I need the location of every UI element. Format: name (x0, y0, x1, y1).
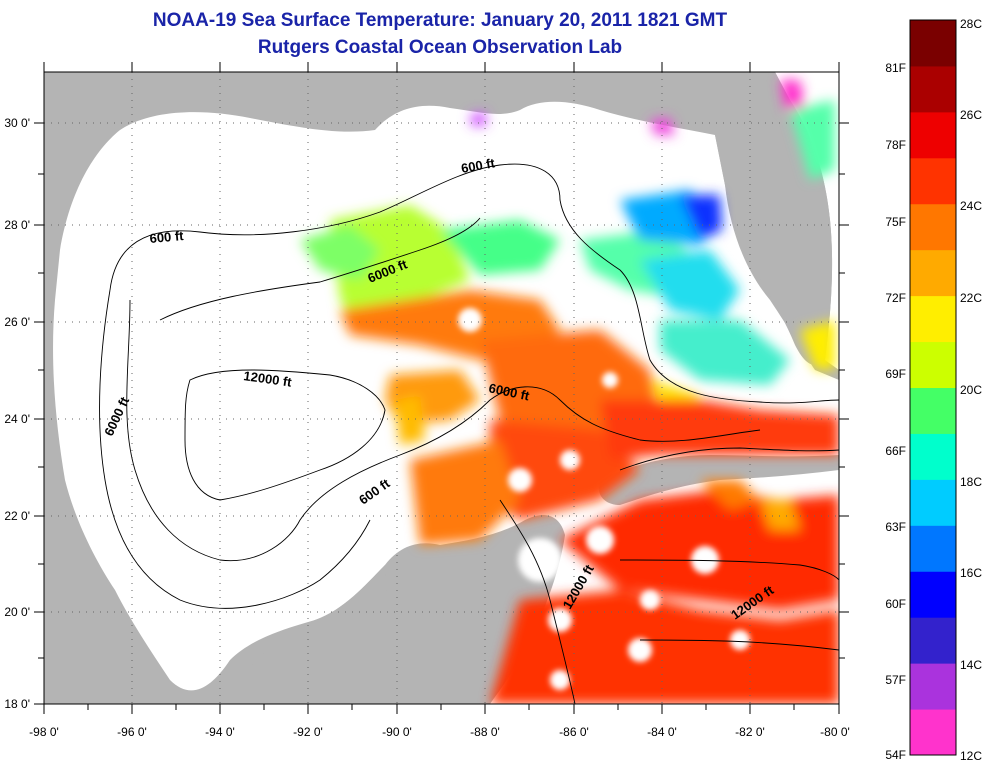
cloud-gaps (458, 308, 750, 690)
colorbar-c-label: 14C (960, 658, 982, 672)
colorbar-c-label: 18C (960, 475, 982, 489)
x-tick-label: -96 0' (117, 725, 147, 739)
colorbar-f-label: 72F (885, 291, 906, 305)
colorbar-f-label: 57F (885, 673, 906, 687)
contour-label: 600 ft (460, 155, 497, 176)
contour-caribbean (619, 559, 839, 581)
colorbar-f-label: 75F (885, 215, 906, 229)
colorbar-segment (910, 663, 956, 710)
colorbar-f-label: 60F (885, 597, 906, 611)
map-title-line1: NOAA-19 Sea Surface Temperature: January… (152, 10, 728, 31)
colorbar-segment (910, 295, 956, 343)
colorbar: 28C 26C 24C 22C 20C 18C 16C 14C 12C 81F … (885, 17, 982, 763)
contour-6000ft (126, 299, 761, 562)
colorbar-f-label: 78F (885, 138, 906, 152)
colorbar-segment (910, 525, 956, 572)
x-tick-label: -98 0' (29, 725, 59, 739)
colorbar-segment (910, 157, 956, 205)
colorbar-segment (910, 479, 956, 526)
mexico-land-sw (220, 565, 387, 704)
contour-12000ft (184, 369, 386, 501)
contour-yucatan (499, 499, 576, 704)
map-title-line2: Rutgers Coastal Ocean Observation Lab (257, 37, 623, 58)
x-tick-label: -90 0' (382, 725, 412, 739)
x-axis-labels: -98 0' -96 0' -94 0' -92 0' -90 0' -88 0… (29, 725, 850, 739)
colorbar-f-label: 63F (885, 520, 906, 534)
x-tick-label: -84 0' (647, 725, 677, 739)
colorbar-segment (910, 65, 956, 113)
colorbar-segment (910, 203, 956, 251)
colorbar-frame (909, 19, 957, 756)
x-tick-label: -82 0' (735, 725, 765, 739)
colorbar-c-label: 22C (960, 291, 982, 305)
colorbar-fahrenheit-labels: 81F 78F 75F 72F 69F 66F 63F 60F 57F 54F (885, 61, 906, 762)
bathymetry-contours (99, 163, 839, 704)
contour-cuba (619, 447, 839, 471)
axis-ticks (34, 62, 849, 714)
x-tick-label: -92 0' (293, 725, 323, 739)
x-tick-label: -94 0' (205, 725, 235, 739)
colorbar-gradient (910, 20, 956, 756)
contour-caribbean-2 (639, 639, 839, 651)
y-axis-labels: 30 0' 28 0' 26 0' 24 0' 22 0' 20 0' 18 0… (4, 116, 30, 711)
colorbar-segment (910, 249, 956, 297)
y-tick-label: 20 0' (4, 605, 30, 619)
colorbar-segment (910, 20, 956, 67)
colorbar-segment (910, 387, 956, 434)
contour-600ft-west (99, 289, 371, 609)
colorbar-segment (910, 617, 956, 664)
x-tick-label: -88 0' (470, 725, 500, 739)
colorbar-f-label: 66F (885, 444, 906, 458)
colorbar-segment (910, 433, 956, 480)
x-tick-label: -80 0' (820, 725, 850, 739)
y-tick-label: 18 0' (4, 697, 30, 711)
colorbar-c-label: 28C (960, 17, 982, 31)
colorbar-celsius-labels: 28C 26C 24C 22C 20C 18C 16C 14C 12C (960, 17, 982, 763)
y-tick-label: 28 0' (4, 218, 30, 232)
y-tick-label: 26 0' (4, 315, 30, 329)
colorbar-f-label: 69F (885, 367, 906, 381)
contour-600ft (109, 163, 839, 404)
y-tick-label: 24 0' (4, 412, 30, 426)
y-tick-label: 22 0' (4, 509, 30, 523)
colorbar-f-label: 81F (885, 61, 906, 75)
contour-label: 12000 ft (243, 368, 294, 390)
colorbar-c-label: 16C (960, 566, 982, 580)
colorbar-c-label: 12C (960, 749, 982, 763)
colorbar-segment (910, 341, 956, 388)
colorbar-segment (910, 111, 956, 159)
grid (44, 72, 839, 704)
x-tick-label: -86 0' (559, 725, 589, 739)
colorbar-c-label: 26C (960, 108, 982, 122)
y-tick-label: 30 0' (4, 116, 30, 130)
colorbar-c-label: 24C (960, 199, 982, 213)
colorbar-f-label: 54F (885, 748, 906, 762)
colorbar-segment (910, 571, 956, 618)
contour-6000ft-north (159, 217, 481, 321)
contour-label: 600 ft (149, 228, 185, 246)
colorbar-segment (910, 709, 956, 756)
colorbar-c-label: 20C (960, 383, 982, 397)
